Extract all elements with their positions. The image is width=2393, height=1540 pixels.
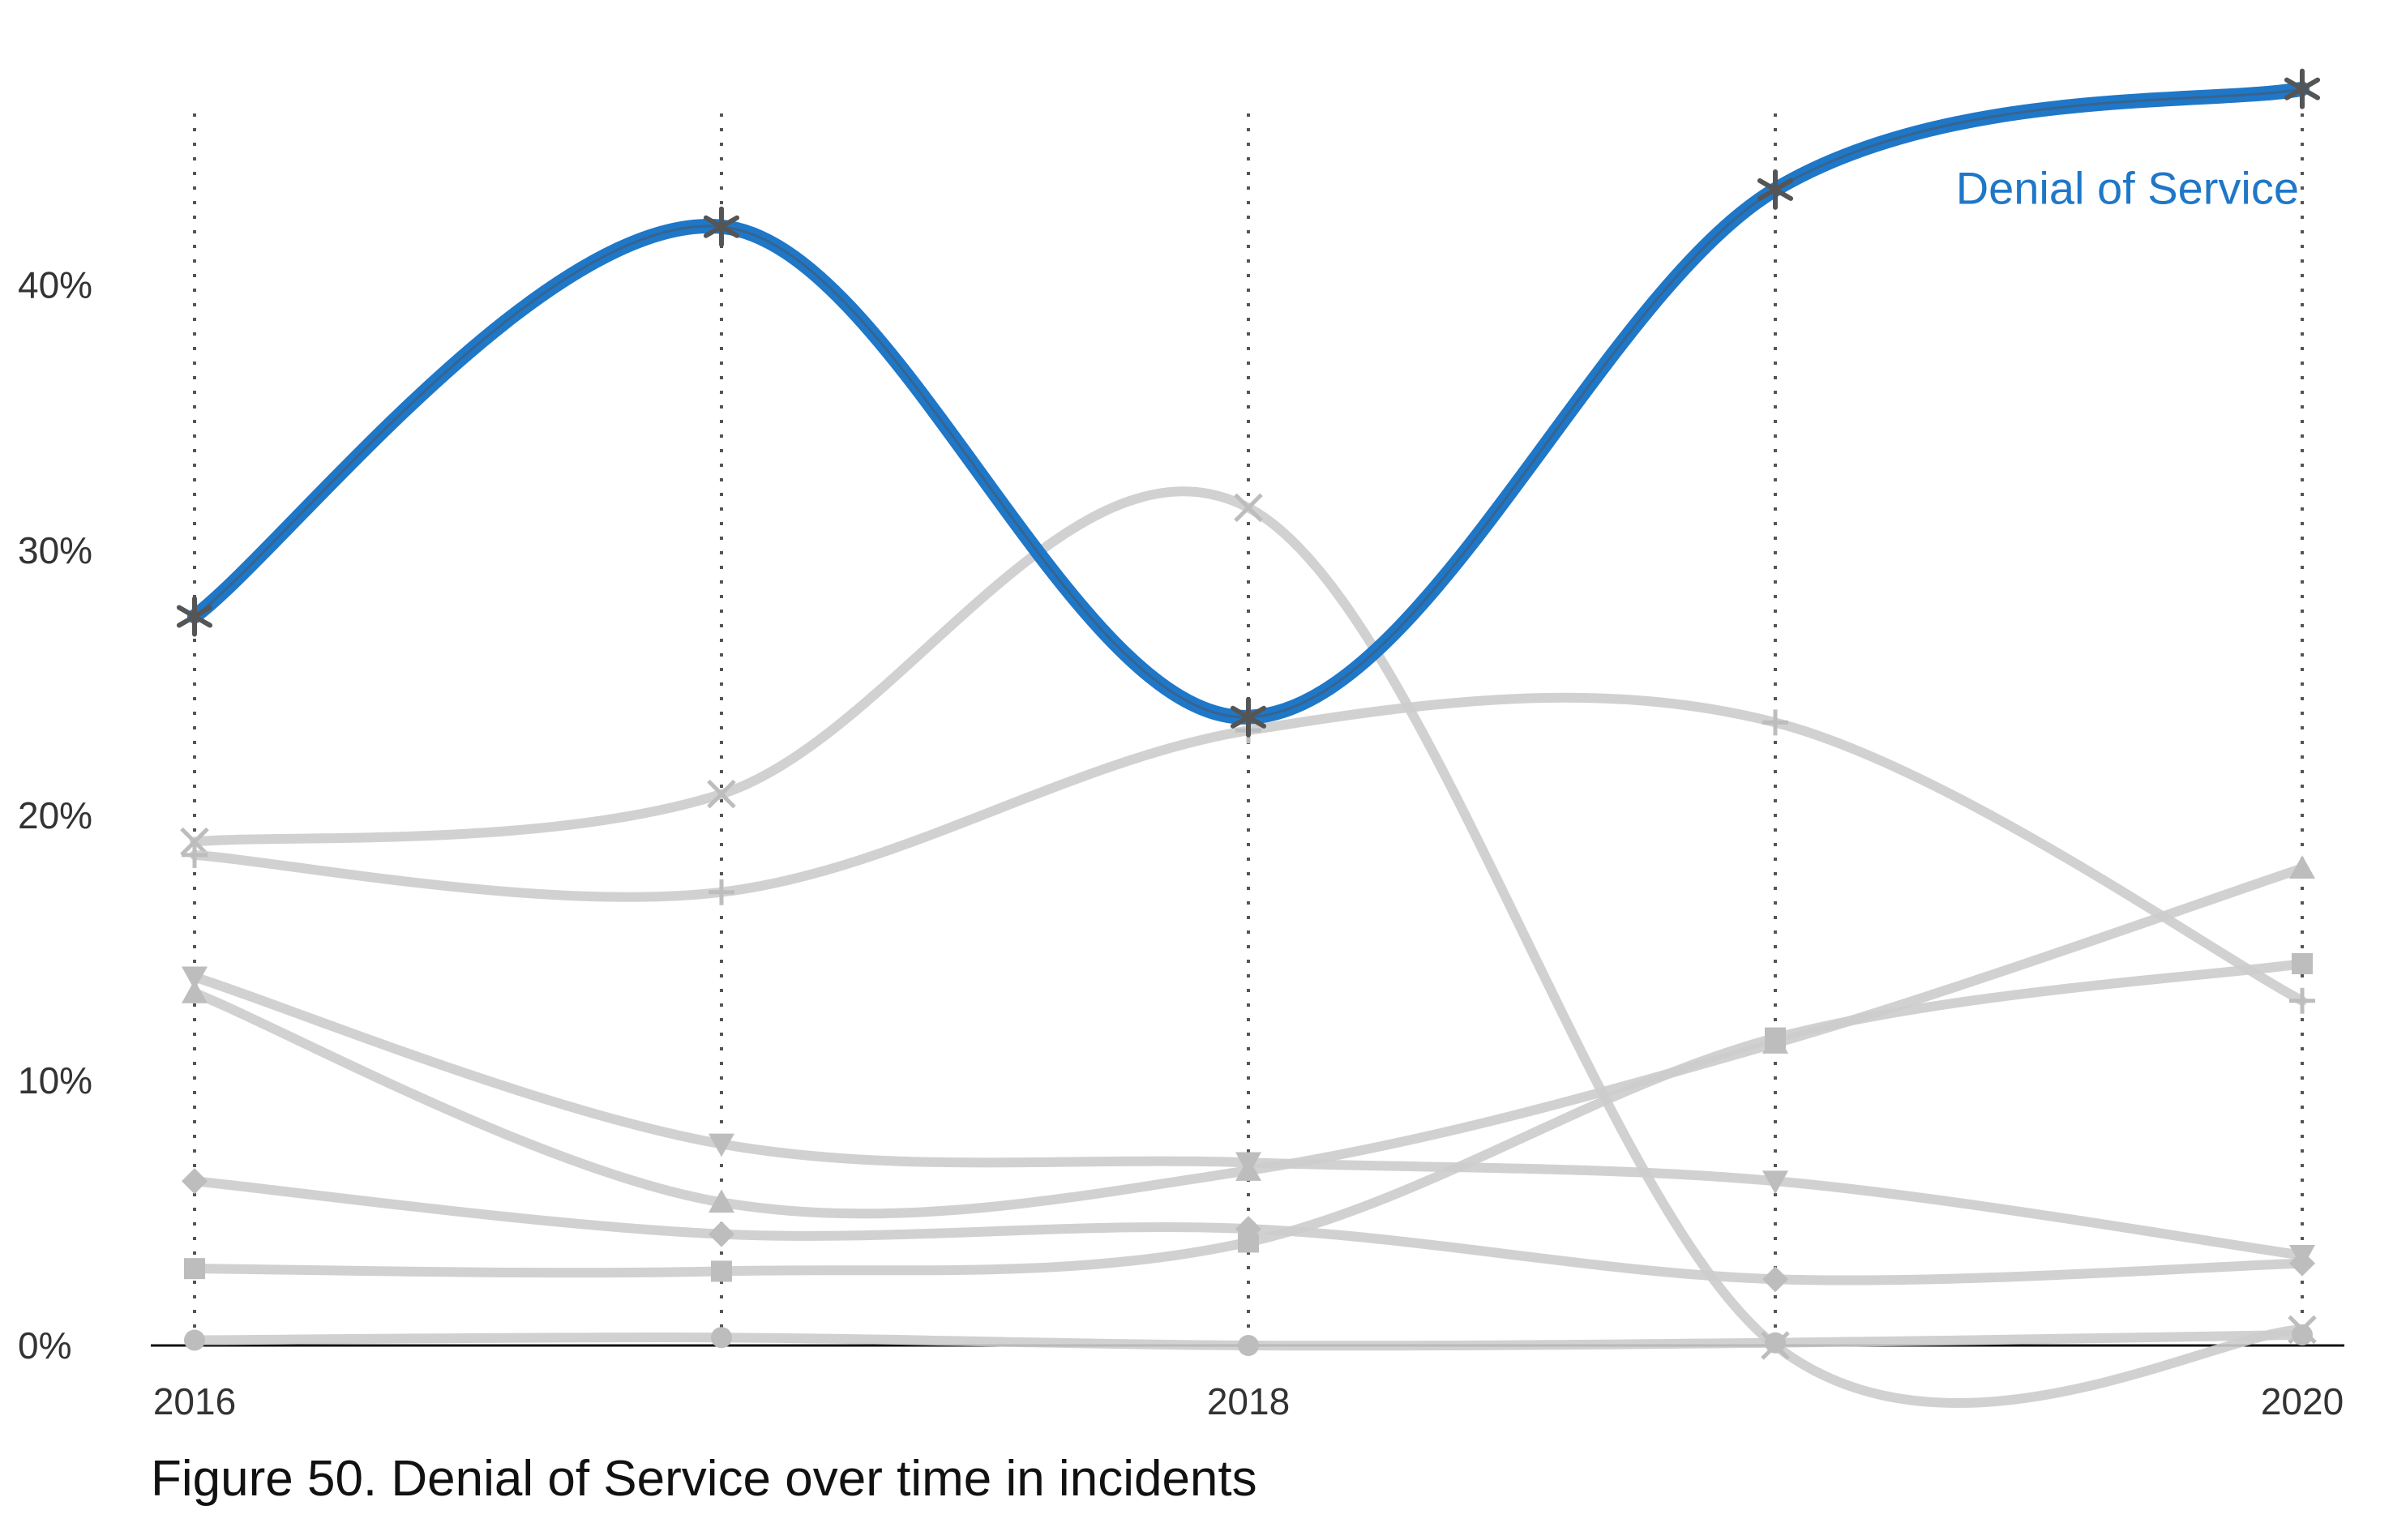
data-point-asterisk — [1757, 169, 1794, 210]
background-series-line — [190, 486, 2307, 1408]
data-point-circle — [711, 1327, 732, 1349]
data-point-circle — [1238, 1335, 1259, 1356]
data-point-x — [180, 827, 209, 857]
data-point-diamond — [708, 1221, 734, 1247]
data-point-diamond — [1235, 1216, 1261, 1243]
data-point-triangle-down — [182, 966, 208, 990]
data-point-triangle-up — [708, 1189, 734, 1213]
background-series — [180, 486, 2317, 1408]
data-point-asterisk — [1230, 696, 1267, 738]
data-point-triangle-down — [1762, 1170, 1788, 1195]
y-tick-label: 0% — [18, 1324, 71, 1367]
data-point-plus — [2289, 987, 2315, 1014]
data-point-asterisk — [176, 596, 213, 637]
axes: 0% 10% 20% 30% 40% 2016 2018 2020 — [18, 264, 2344, 1422]
x-tick-label: 2018 — [1207, 1380, 1290, 1422]
data-point-plus — [1762, 709, 1788, 736]
y-tick-label: 40% — [18, 264, 92, 306]
data-point-asterisk — [2284, 68, 2321, 109]
highlight-series — [176, 68, 2321, 738]
y-tick-label: 30% — [18, 529, 92, 571]
labels: Denial of Service — [1956, 163, 2299, 214]
data-point-square — [184, 1258, 205, 1280]
highlight-series-core — [193, 88, 2304, 719]
data-point-triangle-up — [2289, 855, 2315, 879]
y-tick-label: 10% — [18, 1059, 92, 1102]
data-point-diamond — [2289, 1250, 2315, 1277]
highlight-series-label: Denial of Service — [1956, 163, 2299, 214]
data-point-diamond — [182, 1168, 208, 1195]
data-point-triangle-down — [708, 1133, 734, 1157]
data-point-diamond — [1762, 1266, 1788, 1293]
data-point-asterisk — [703, 206, 740, 247]
data-point-square — [2292, 953, 2313, 974]
data-point-circle — [2292, 1324, 2313, 1345]
data-point-x — [1234, 493, 1263, 523]
data-point-plus — [182, 841, 208, 868]
x-tick-label: 2020 — [2261, 1380, 2344, 1422]
data-point-plus — [708, 879, 734, 905]
x-tick-label: 2016 — [153, 1380, 236, 1422]
data-point-circle — [1765, 1332, 1786, 1354]
data-point-square — [711, 1260, 732, 1282]
data-point-square — [1765, 1027, 1786, 1049]
data-point-triangle-down — [1235, 1152, 1261, 1176]
data-point-triangle-up — [182, 979, 208, 1003]
y-tick-label: 20% — [18, 794, 92, 836]
data-point-x — [707, 779, 736, 809]
chart-title: Figure 50. Denial of Service over time i… — [151, 1451, 1257, 1507]
data-point-circle — [184, 1329, 205, 1351]
